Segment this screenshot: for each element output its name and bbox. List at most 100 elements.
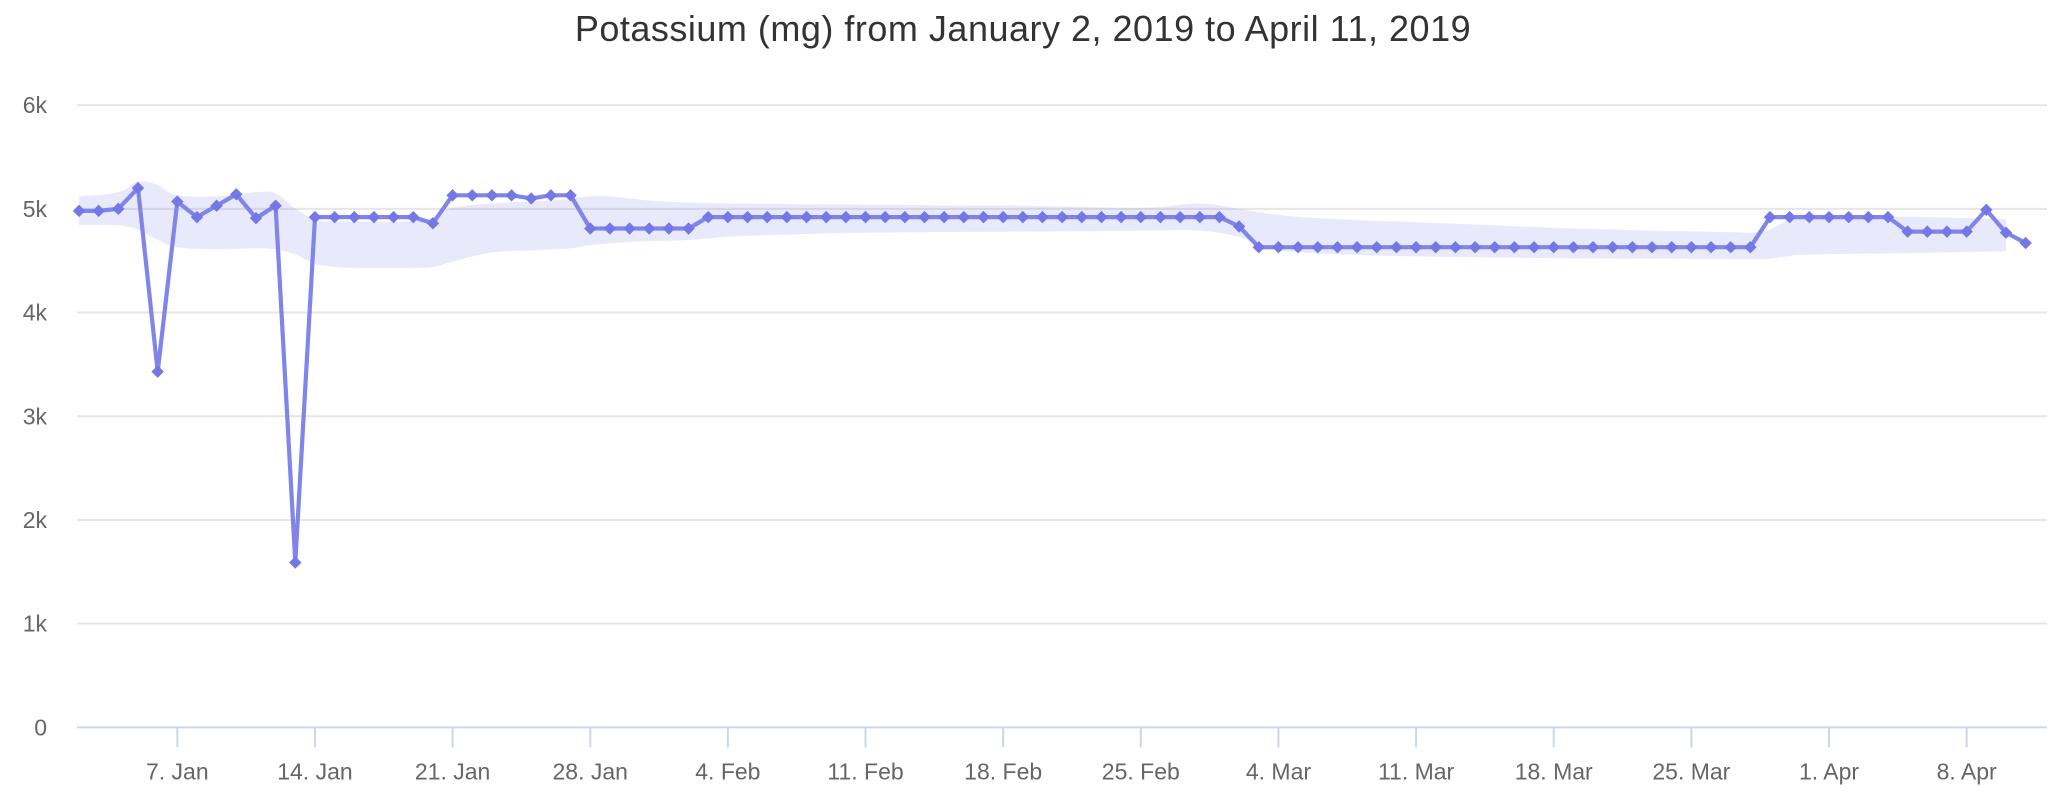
data-point-marker[interactable]: [112, 202, 125, 216]
data-point-marker[interactable]: [505, 189, 518, 202]
data-point-marker[interactable]: [1586, 240, 1600, 254]
data-point-marker[interactable]: [1390, 240, 1403, 254]
data-point-marker[interactable]: [1311, 240, 1324, 254]
data-point-marker[interactable]: [289, 556, 302, 569]
data-point-marker[interactable]: [760, 210, 774, 224]
data-point-marker[interactable]: [151, 365, 164, 378]
data-point-marker[interactable]: [937, 210, 951, 224]
data-point-marker[interactable]: [1331, 240, 1344, 254]
data-point-marker[interactable]: [348, 210, 361, 224]
data-point-marker[interactable]: [1960, 225, 1973, 238]
data-point-marker[interactable]: [367, 210, 381, 224]
data-point-marker[interactable]: [1567, 240, 1580, 254]
data-point-marker[interactable]: [1626, 240, 1639, 254]
data-point-marker[interactable]: [859, 210, 872, 224]
data-point-marker[interactable]: [249, 211, 263, 225]
data-point-marker[interactable]: [1016, 210, 1030, 224]
data-point-marker[interactable]: [2019, 236, 2032, 250]
data-point-marker[interactable]: [1724, 240, 1737, 254]
data-point-marker[interactable]: [72, 204, 86, 218]
data-point-marker[interactable]: [819, 210, 833, 224]
data-point-marker[interactable]: [1075, 210, 1089, 224]
data-point-marker[interactable]: [1606, 240, 1619, 254]
data-point-marker[interactable]: [544, 189, 558, 202]
data-point-marker[interactable]: [1252, 240, 1265, 254]
data-point-marker[interactable]: [584, 222, 597, 235]
data-point-marker[interactable]: [603, 222, 617, 235]
data-point-marker[interactable]: [407, 210, 420, 224]
data-point-marker[interactable]: [623, 222, 636, 235]
data-point-marker[interactable]: [662, 222, 676, 235]
data-point-marker[interactable]: [485, 189, 499, 202]
data-point-marker[interactable]: [1862, 210, 1875, 224]
data-point-marker[interactable]: [1803, 210, 1816, 224]
data-point-marker[interactable]: [1744, 240, 1757, 254]
data-point-marker[interactable]: [1901, 225, 1914, 238]
data-point-marker[interactable]: [1193, 210, 1206, 224]
data-point-marker[interactable]: [1114, 210, 1128, 224]
data-point-marker[interactable]: [682, 222, 695, 235]
data-point-marker[interactable]: [525, 192, 538, 205]
data-point-marker[interactable]: [1095, 210, 1108, 224]
data-point-marker[interactable]: [643, 222, 656, 235]
data-point-marker[interactable]: [1527, 240, 1541, 254]
data-point-marker[interactable]: [1232, 220, 1246, 233]
data-point-marker[interactable]: [171, 195, 184, 208]
data-point-marker[interactable]: [466, 189, 479, 202]
data-point-marker[interactable]: [1921, 225, 1934, 238]
data-point-marker[interactable]: [1822, 210, 1836, 224]
data-point-marker[interactable]: [1547, 240, 1560, 254]
data-point-marker[interactable]: [1036, 210, 1049, 224]
data-point-marker[interactable]: [1980, 203, 1993, 217]
data-point-marker[interactable]: [1370, 240, 1383, 254]
data-point-marker[interactable]: [996, 210, 1010, 224]
data-point-marker[interactable]: [308, 210, 322, 224]
data-point-marker[interactable]: [269, 199, 282, 212]
data-point-marker[interactable]: [1272, 240, 1285, 254]
data-point-marker[interactable]: [1409, 240, 1423, 254]
data-point-marker[interactable]: [1881, 210, 1895, 224]
data-point-marker[interactable]: [1488, 240, 1501, 254]
data-point-marker[interactable]: [1645, 240, 1659, 254]
data-point-marker[interactable]: [1213, 210, 1226, 224]
data-point-marker[interactable]: [1449, 240, 1462, 254]
data-point-marker[interactable]: [230, 188, 243, 201]
data-point-marker[interactable]: [800, 210, 813, 224]
data-point-marker[interactable]: [1665, 240, 1678, 254]
data-point-marker[interactable]: [1468, 240, 1482, 254]
data-point-marker[interactable]: [1350, 240, 1364, 254]
data-point-marker[interactable]: [1055, 210, 1069, 224]
data-point-marker[interactable]: [190, 210, 204, 224]
data-point-marker[interactable]: [1704, 240, 1718, 254]
data-point-marker[interactable]: [780, 210, 794, 224]
data-point-marker[interactable]: [898, 210, 912, 224]
data-point-marker[interactable]: [426, 217, 440, 230]
data-point-marker[interactable]: [702, 210, 715, 224]
data-point-marker[interactable]: [1154, 210, 1167, 224]
data-point-marker[interactable]: [564, 189, 577, 202]
data-point-marker[interactable]: [957, 210, 971, 224]
data-point-marker[interactable]: [741, 210, 754, 224]
data-point-marker[interactable]: [1291, 240, 1305, 254]
data-point-marker[interactable]: [1763, 210, 1777, 224]
data-point-marker[interactable]: [977, 210, 990, 224]
data-point-marker[interactable]: [1685, 240, 1698, 254]
data-point-marker[interactable]: [1429, 240, 1442, 254]
data-point-marker[interactable]: [1940, 225, 1954, 238]
data-point-marker[interactable]: [131, 181, 145, 195]
data-point-marker[interactable]: [1134, 210, 1148, 224]
data-point-marker[interactable]: [721, 210, 735, 224]
data-point-marker[interactable]: [446, 189, 459, 202]
data-point-marker[interactable]: [1508, 240, 1521, 254]
data-point-marker[interactable]: [387, 210, 400, 224]
data-point-marker[interactable]: [918, 210, 931, 224]
data-point-marker[interactable]: [1999, 226, 2013, 239]
data-point-marker[interactable]: [1173, 210, 1187, 224]
data-point-marker[interactable]: [839, 210, 853, 224]
data-point-marker[interactable]: [92, 204, 105, 218]
data-point-marker[interactable]: [328, 210, 341, 224]
data-point-marker[interactable]: [878, 210, 892, 224]
data-point-marker[interactable]: [210, 199, 223, 212]
data-point-marker[interactable]: [1783, 210, 1796, 224]
data-point-marker[interactable]: [1842, 210, 1855, 224]
